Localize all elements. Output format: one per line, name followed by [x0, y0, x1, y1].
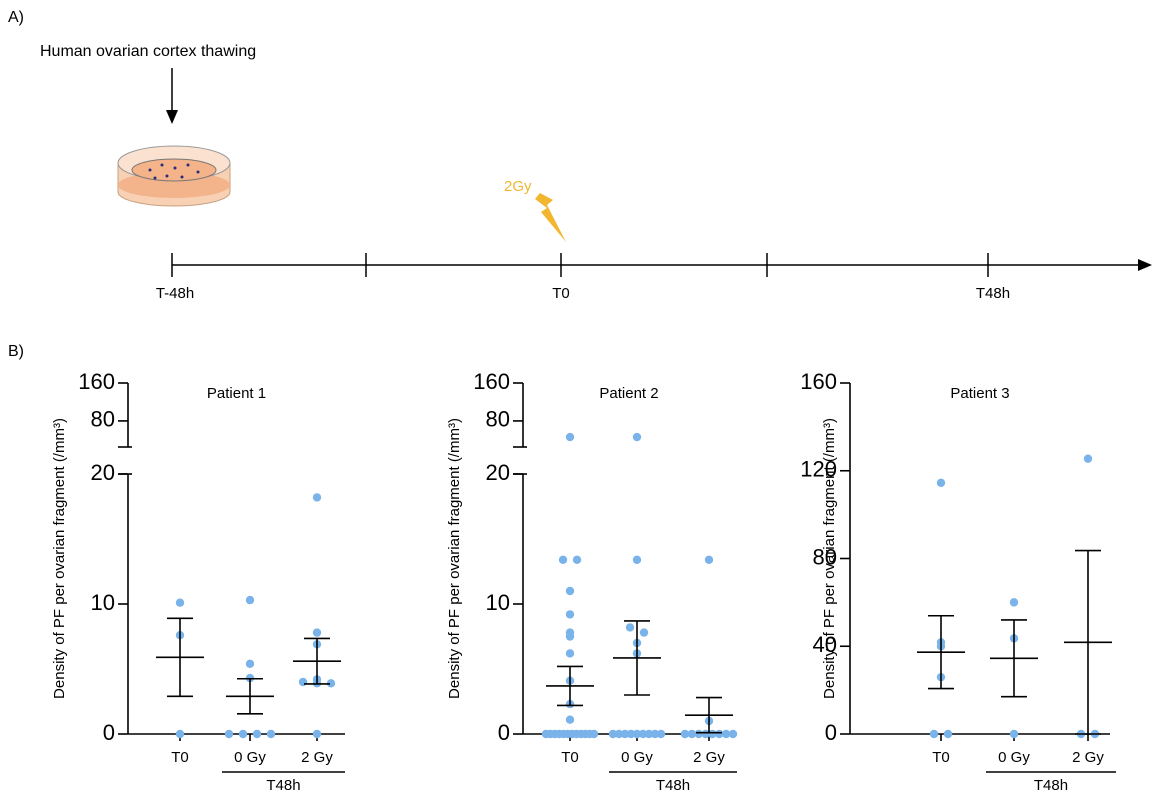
y-tick-label: 160: [800, 369, 837, 394]
y-axis-label: Density of PF per ovarian fragment (/mm³…: [446, 418, 463, 699]
panel-label: A): [8, 9, 24, 26]
data-point: [632, 432, 642, 442]
y-tick-label: 80: [91, 407, 115, 432]
y-tick-label: 0: [103, 720, 115, 745]
y-tick-label: 10: [91, 590, 115, 615]
x-tick-label: 0 Gy: [234, 749, 266, 766]
y-tick-label: 120: [800, 457, 837, 482]
y-tick-label: 40: [813, 632, 837, 657]
data-point: [656, 729, 666, 739]
data-point: [312, 729, 322, 739]
chart-title: Patient 2: [599, 385, 658, 402]
data-point: [638, 729, 648, 739]
arrow: [166, 68, 178, 124]
data-point: [312, 493, 322, 502]
x-tick-label: 2 Gy: [693, 749, 725, 766]
data-point: [238, 729, 248, 739]
data-point: [312, 628, 322, 637]
y-tick-label: 10: [486, 590, 510, 615]
data-point: [687, 729, 697, 739]
data-point: [565, 586, 575, 596]
data-point: [565, 632, 575, 641]
timepoint-label: T48h: [976, 285, 1010, 302]
data-point: [929, 729, 939, 739]
data-point: [644, 729, 654, 739]
data-point: [326, 679, 336, 688]
y-axis-label: Density of PF per ovarian fragment (/mm³…: [821, 418, 838, 699]
chart-title: Patient 1: [207, 385, 266, 402]
group-label: T48h: [266, 777, 300, 794]
timepoint-label: T-48h: [156, 285, 194, 302]
chart-title: Patient 3: [950, 385, 1009, 402]
x-tick-label: 2 Gy: [1072, 749, 1104, 766]
data-point: [572, 555, 582, 564]
radiation-icon: [535, 193, 566, 242]
y-tick-label: 80: [813, 544, 837, 569]
y-tick-label: 160: [78, 369, 115, 394]
group-label: T48h: [1034, 777, 1068, 794]
data-point: [936, 478, 946, 488]
y-tick-label: 0: [498, 720, 510, 745]
data-point: [565, 649, 575, 658]
data-point: [558, 555, 568, 564]
x-tick-label: 2 Gy: [301, 749, 333, 766]
culture-dish: [117, 145, 231, 207]
data-point: [650, 729, 660, 739]
timeline: [171, 253, 1152, 277]
data-point: [626, 729, 636, 739]
data-point: [589, 729, 599, 739]
data-point: [245, 659, 255, 668]
data-point: [608, 729, 618, 739]
x-tick-label: T0: [561, 749, 579, 766]
y-tick-label: 20: [91, 460, 115, 485]
data-point: [721, 729, 731, 739]
data-point: [632, 555, 642, 564]
data-point: [680, 729, 690, 739]
data-point: [620, 729, 630, 739]
data-point: [632, 729, 642, 739]
data-point: [565, 610, 575, 619]
data-point: [224, 729, 234, 739]
panel-label: B): [8, 343, 24, 360]
data-point: [175, 729, 185, 739]
data-point: [175, 598, 185, 607]
dose-label: 2Gy: [504, 178, 532, 195]
data-point: [943, 729, 953, 739]
x-tick-label: 0 Gy: [621, 749, 653, 766]
data-point: [1083, 454, 1093, 463]
data-point: [1009, 598, 1019, 607]
data-point: [728, 729, 738, 739]
y-axis-label: Density of PF per ovarian fragment (/mm³…: [51, 418, 68, 699]
timepoint-label: T0: [552, 285, 570, 302]
y-tick-label: 0: [825, 720, 837, 745]
x-tick-label: T0: [932, 749, 950, 766]
data-point: [298, 677, 308, 687]
data-point: [1009, 729, 1019, 739]
y-tick-label: 160: [473, 369, 510, 394]
data-point: [245, 595, 255, 605]
data-point: [625, 623, 635, 632]
data-point: [565, 715, 575, 724]
data-point: [266, 729, 276, 739]
data-point: [704, 555, 714, 564]
thaw-label: Human ovarian cortex thawing: [40, 43, 256, 60]
data-point: [565, 432, 575, 442]
data-point: [639, 628, 649, 637]
data-point: [614, 729, 624, 739]
x-tick-label: T0: [171, 749, 189, 766]
data-point: [252, 729, 262, 739]
x-tick-label: 0 Gy: [998, 749, 1030, 766]
group-label: T48h: [656, 777, 690, 794]
y-tick-label: 80: [486, 407, 510, 432]
y-tick-label: 20: [486, 460, 510, 485]
